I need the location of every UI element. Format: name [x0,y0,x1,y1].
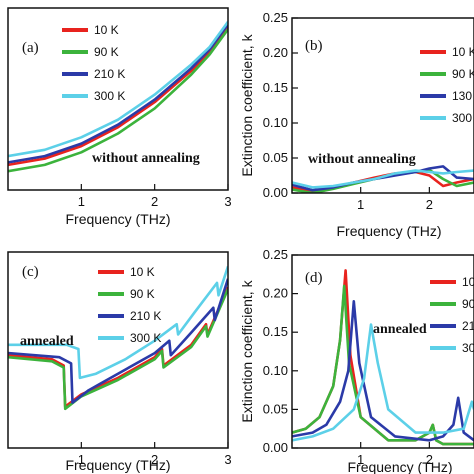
y-tick-label: 0.20 [263,45,288,60]
series-line-300k [292,323,474,442]
series-line-10k [8,26,228,167]
plot-frame [291,254,474,449]
legend: 10 K 90 K 210 K 300 K [62,23,125,103]
y-tick-label: 0.20 [263,286,288,301]
series-line-210k [292,300,474,442]
y-tick-label: 0.00 [263,185,288,200]
plot-frame [7,7,229,191]
y-tick-label: 0.05 [263,401,288,416]
legend-label: 210 K [130,309,161,323]
series-group [8,265,228,411]
legend: 10 K 90 K 210 K 300 K [430,275,474,355]
legend-label: 300 K [94,89,125,103]
y-tick-label: 0.00 [263,440,288,455]
annotation-text: annealed [373,322,427,337]
annotation-text: annealed [20,334,74,349]
x-tick-label: 2 [426,197,433,212]
legend-label: 90 K [130,287,155,301]
y-tick-label: 0.25 [263,247,288,262]
x-tick-label: 1 [78,194,85,209]
chart-panel-c: 1 2 3 Frequency (THz) (c) annealed 10 K 90 K 210… [7,251,232,473]
plot-frame [291,17,474,194]
x-tick-label: 3 [224,452,231,467]
series-group [292,165,474,193]
legend: 10 K 90 K 130 K 300 K [420,45,474,125]
series-line-130k [292,165,474,192]
x-tick-label: 3 [224,194,231,209]
series-line-210k [8,23,228,164]
series-line-90k [8,288,228,411]
legend: 10 K 90 K 210 K 300 K [98,265,161,345]
chart-panel-a: 1 2 3 Frequency (THz) (a) without annealing 10… [7,7,232,227]
y-tick-label: 0.25 [263,10,288,25]
series-line-10k [8,286,228,408]
y-tick-label: 0.15 [263,324,288,339]
annotation-text: without annealing [308,152,416,167]
x-axis-label: Frequency (THz) [65,211,170,227]
legend-label: 90 K [94,45,119,59]
x-tick-label: 2 [151,452,158,467]
panel-label: (b) [305,38,323,54]
x-axis-label: Frequency (THz) [347,459,452,474]
legend-label: 10 K [462,275,474,289]
x-tick-label: 1 [357,197,364,212]
y-tick-label: 0.15 [263,80,288,95]
chart-panel-d: 1 2 0.00 0.05 0.10 0.15 0.20 0.25 Frequency (THz… [239,247,474,474]
series-group [292,269,474,446]
legend-label: 10 K [130,265,155,279]
series-group [8,21,228,173]
panel-label: (d) [305,270,323,286]
y-axis-label: Extinction coefficient, k [239,33,255,176]
legend-label: 10 K [94,23,119,37]
series-line-210k [8,278,228,404]
x-tick-label: 2 [151,194,158,209]
series-line-300k [8,21,228,158]
x-tick-label: 1 [357,452,364,467]
legend-label: 10 K [452,45,474,59]
legend-label: 210 K [94,67,125,81]
x-tick-label: 1 [78,452,85,467]
x-axis-label: Frequency (THz) [65,457,170,473]
y-tick-label: 0.10 [263,115,288,130]
legend-label: 90 K [462,297,474,311]
plot-frame [7,251,229,449]
y-tick-label: 0.05 [263,150,288,165]
chart-panel-b: 1 2 0.00 0.05 0.10 0.15 0.20 0.25 Frequency (THz… [239,10,474,239]
y-tick-label: 0.10 [263,363,288,378]
series-line-300k [8,265,228,380]
series-line-90k [292,284,474,446]
panel-label: (c) [22,264,39,280]
series-line-300k [292,169,474,189]
legend-label: 210 K [462,319,474,333]
annotation-text: without annealing [92,151,200,166]
x-axis-label: Frequency (THz) [336,223,441,239]
x-tick-label: 2 [426,452,433,467]
panel-label: (a) [22,40,39,56]
y-axis-label: Extinction coefficient, k [239,279,255,422]
legend-label: 90 K [452,67,474,81]
legend-label: 300 K [462,341,474,355]
legend-label: 300 K [130,331,161,345]
legend-label: 300 K [452,111,474,125]
legend-label: 130 K [452,89,474,103]
series-line-90k [8,28,228,173]
